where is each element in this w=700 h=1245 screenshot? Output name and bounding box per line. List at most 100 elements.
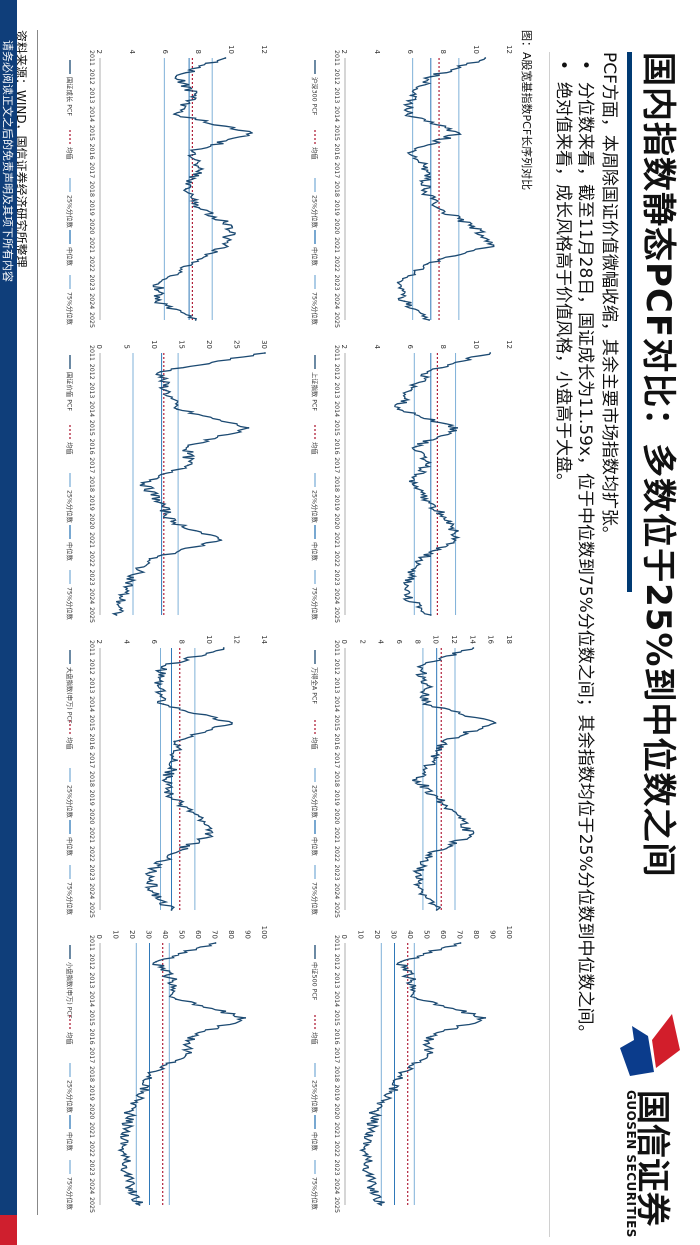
y-tick-label: 4 [373,50,381,55]
data-point [122,1147,124,1150]
chart-csi500: 0 10 20 30 40 50 60 70 80 90 100 2011 2012 2013 2014 20… [311,926,514,1213]
x-tick-label: 2017 [88,1047,95,1063]
legend-label-mean: 均值 [66,442,75,455]
x-tick-label: 2023 [88,570,95,586]
x-tick-label: 2011 [88,345,95,361]
legend-label-mean: 均值 [311,737,320,750]
legend-label-q25: 25%分位数 [311,1080,320,1114]
legend-label-median: 中位数 [311,837,320,857]
data-point [428,501,431,504]
x-tick-label: 2017 [88,162,95,178]
data-point [160,665,163,668]
x-tick-label: 2019 [88,495,95,511]
y-tick-label: 40 [161,930,169,939]
x-tick-label: 2022 [88,1141,95,1157]
data-point [184,1054,187,1057]
x-tick-label: 2021 [88,1122,95,1138]
y-tick-label: 0 [95,935,103,939]
legend-label-median: 中位数 [311,247,320,267]
chart-sse: 2 4 6 8 10 12 2011 2012 2013 2014 2015 2016 2017 2018… [311,340,514,623]
x-tick-label: 2025 [88,902,95,918]
data-point [198,169,200,172]
y-tick-label: 15 [178,340,186,349]
x-tick-label: 2013 [333,972,340,988]
chart-value: 0 5 10 15 20 25 302011201220132014201520162017… [66,340,269,623]
series-line [111,352,266,616]
x-tick-label: 2015 [333,715,340,731]
x-tick-label: 2023 [88,275,95,291]
x-tick-label: 2016 [333,439,340,455]
y-tick-label: 6 [150,640,158,645]
y-tick-label: 12 [505,45,513,54]
x-tick-label: 2015 [88,1010,95,1026]
x-tick-label: 2022 [333,846,340,862]
data-point [435,909,438,911]
data-point [187,464,189,467]
x-tick-label: 2013 [88,382,95,398]
data-point [429,1035,432,1038]
x-tick-label: 2019 [333,790,340,806]
data-point [484,1016,487,1019]
x-tick-label: 2015 [333,1010,340,1026]
data-point [224,244,227,247]
x-tick-label: 2012 [333,69,340,85]
data-point [250,131,253,134]
x-tick-label: 2012 [333,364,340,380]
x-tick-label: 2014 [88,696,95,712]
x-tick-label: 2022 [88,551,95,567]
data-point [191,262,194,265]
x-tick-label: 2024 [88,293,95,309]
x-tick-label: 2016 [333,1029,340,1045]
chart-panel-small-cap: 0 10 20 30 40 50 60 70 80 90 100 2011 2012 2013 2014 20… [50,915,275,1215]
x-tick-label: 2023 [333,570,340,586]
y-tick-label: 10 [472,340,480,349]
x-tick-label: 2021 [333,1122,340,1138]
y-tick-label: 0 [340,640,348,644]
x-tick-label: 2024 [88,883,95,899]
legend-label-q25: 25%分位数 [66,195,75,229]
x-tick-label: 2012 [88,364,95,380]
data-point [433,759,436,762]
x-tick-label: 2024 [333,1178,340,1194]
y-tick-label: 70 [211,930,219,939]
y-tick-label: 2 [95,640,103,644]
data-point [494,721,497,724]
chart-growth: 2 4 6 8 10 12 2011 2012 2013 2014 2015 2016 2017 2018… [66,45,269,328]
data-point [173,113,176,116]
x-tick-label: 2014 [88,106,95,122]
x-tick-label: 2015 [88,420,95,436]
chart-panel-value: 0 5 10 15 20 25 30 2011 2012 2013 2014 2015 2016 2017… [50,325,275,625]
legend-label-mean: 均值 [66,147,75,160]
x-tick-label: 2021 [333,827,340,843]
y-tick-label: 16 [487,635,495,644]
legend-label-median: 中位数 [66,837,75,857]
legend-label-mean: 均值 [311,147,320,160]
data-point [170,852,173,855]
y-tick-label: 14 [260,635,268,644]
data-point [426,1054,429,1057]
data-point [410,94,412,97]
y-tick-label: 2 [340,50,348,54]
x-tick-label: 2012 [333,659,340,675]
data-point [176,759,178,762]
footer-bar: 请务必阅读正文之后的免责声明及其项下所有内容 [0,0,17,1245]
x-tick-label: 2021 [333,532,340,548]
x-tick-label: 2020 [88,218,95,234]
y-tick-label: 8 [178,640,186,644]
y-tick-label: 12 [505,340,513,349]
data-point [454,539,457,542]
legend-label-median: 中位数 [66,247,75,267]
y-tick-label: 20 [205,340,213,349]
figure-caption: 图：A股宽基指数PCF长序列对比 [520,30,533,191]
data-point [429,75,432,78]
data-point [170,909,173,911]
legend-label-mean: 均值 [66,1032,75,1045]
y-tick-label: 80 [227,930,235,939]
x-tick-label: 2022 [333,551,340,567]
x-tick-label: 2017 [333,162,340,178]
legend-label-series: 沪深300 PCF [311,77,320,116]
x-tick-label: 2014 [333,991,340,1007]
x-tick-label: 2024 [88,1178,95,1194]
data-point [224,57,227,59]
data-point [459,815,462,818]
